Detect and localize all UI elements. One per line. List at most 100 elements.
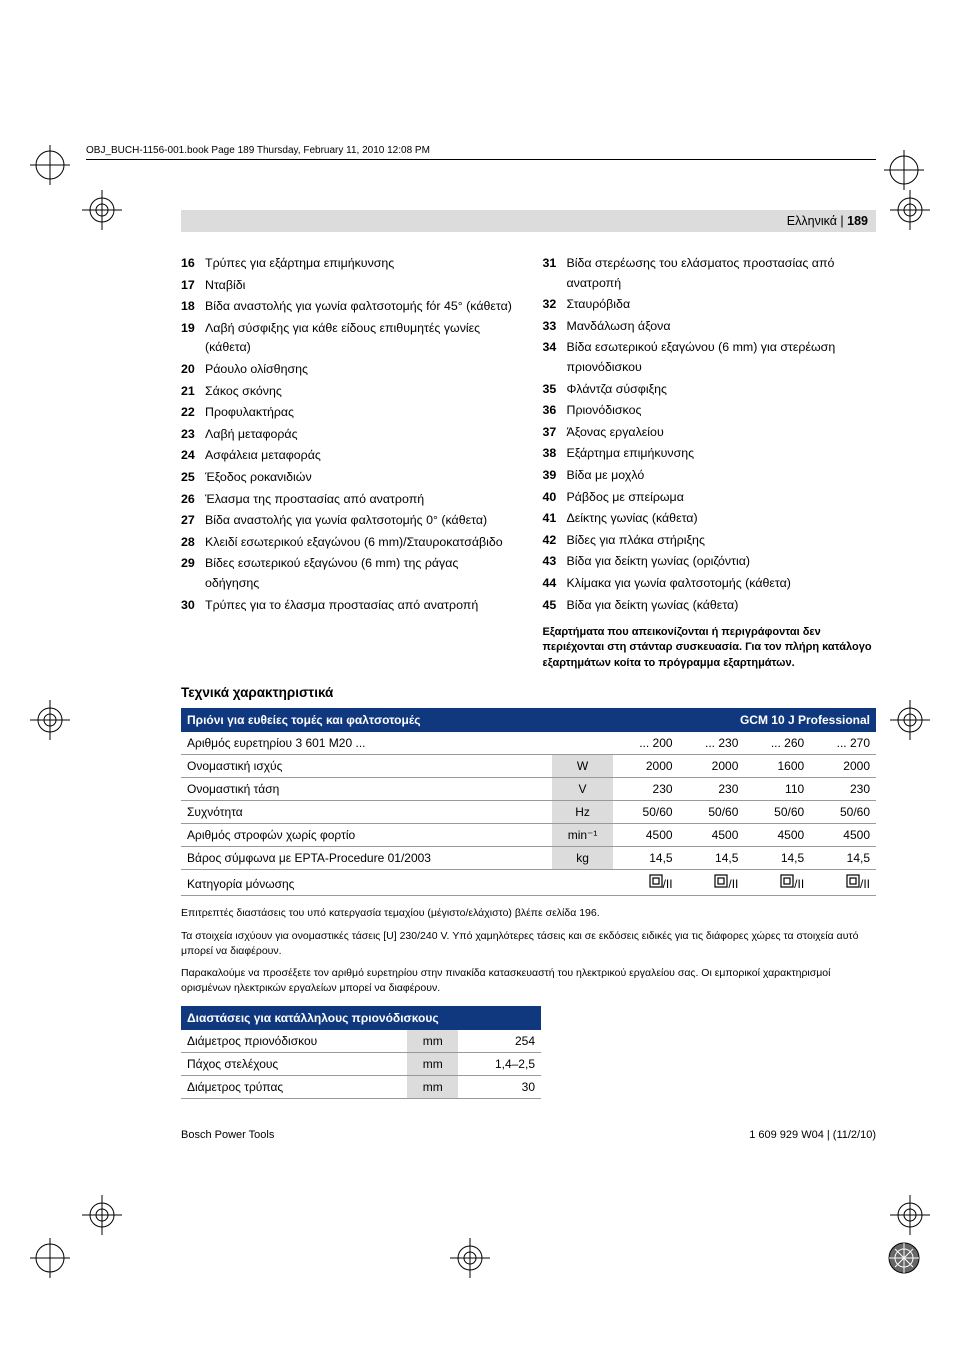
item-number: 20 (181, 360, 205, 380)
parts-list-item: 22Προφυλακτήρας (181, 403, 515, 423)
label-cell: Αριθμός στροφών χωρίς φορτίο (181, 824, 552, 847)
footnote-2: Τα στοιχεία ισχύουν για ονομαστικές τάσε… (181, 929, 876, 958)
unit-cell: W (552, 755, 612, 778)
crop-mark-icon (30, 700, 70, 740)
item-text: Ράουλο ολίσθησης (205, 360, 515, 380)
item-number: 26 (181, 490, 205, 510)
item-number: 37 (543, 423, 567, 443)
crop-mark-icon (30, 1238, 70, 1278)
item-text: Λαβή σύσφιξης για κάθε είδους επιθυμητές… (205, 319, 515, 358)
value-cell: 4500 (613, 824, 679, 847)
unit-cell: kg (552, 847, 612, 870)
unit-cell: Hz (552, 801, 612, 824)
table2-header: Διαστάσεις για κατάλληλους πριονόδισκους (181, 1006, 541, 1030)
item-text: Τρύπες για εξάρτημα επιμήκυνσης (205, 254, 515, 274)
item-number: 35 (543, 380, 567, 400)
value-cell: /II (613, 870, 679, 896)
value-cell: /II (679, 870, 745, 896)
item-text: Σταυρόβιδα (567, 295, 877, 315)
unit-cell: mm (407, 1075, 458, 1098)
value-cell: 50/60 (613, 801, 679, 824)
item-text: Βίδα με μοχλό (567, 466, 877, 486)
value-cell: 14,5 (679, 847, 745, 870)
item-text: Άξονας εργαλείου (567, 423, 877, 443)
parts-list-right: 31Βίδα στερέωσης του ελάσματος προστασία… (543, 254, 877, 671)
item-text: Νταβίδι (205, 276, 515, 296)
parts-list-item: 43Βίδα για δείκτη γωνίας (οριζόντια) (543, 552, 877, 572)
parts-list-item: 21Σάκος σκόνης (181, 382, 515, 402)
accessories-note: Εξαρτήματα που απεικονίζονται ή περιγράφ… (543, 625, 877, 671)
item-text: Μανδάλωση άξονα (567, 317, 877, 337)
item-number: 28 (181, 533, 205, 553)
item-text: Βίδα αναστολής για γωνία φαλτσοτομής 0° … (205, 511, 515, 531)
value-cell: 254 (458, 1030, 541, 1053)
parts-list-item: 17Νταβίδι (181, 276, 515, 296)
item-text: Βίδα εσωτερικού εξαγώνου (6 mm) για στερ… (567, 338, 877, 377)
item-number: 42 (543, 531, 567, 551)
item-text: Κλειδί εσωτερικού εξαγώνου (6 mm)/Σταυρο… (205, 533, 515, 553)
item-text: Ράβδος με σπείρωμα (567, 488, 877, 508)
item-text: Βίδα στερέωσης του ελάσματος προστασίας … (567, 254, 877, 293)
item-text: Κλίμακα για γωνία φαλτσοτομής (κάθετα) (567, 574, 877, 594)
value-cell: 30 (458, 1075, 541, 1098)
item-text: Εξάρτημα επιμήκυνσης (567, 444, 877, 464)
parts-list-item: 44Κλίμακα για γωνία φαλτσοτομής (κάθετα) (543, 574, 877, 594)
table1-header-right: GCM 10 J Professional (613, 708, 876, 732)
value-cell: ... 200 (613, 732, 679, 755)
value-cell: 4500 (744, 824, 810, 847)
parts-list-item: 20Ράουλο ολίσθησης (181, 360, 515, 380)
value-cell: 230 (810, 778, 876, 801)
item-number: 45 (543, 596, 567, 616)
parts-list-item: 36Πριονόδισκος (543, 401, 877, 421)
table-row: Διάμετρος πριονόδισκουmm254 (181, 1030, 541, 1053)
parts-list-item: 33Μανδάλωση άξονα (543, 317, 877, 337)
item-number: 33 (543, 317, 567, 337)
parts-list-item: 25Έξοδος ροκανιδιών (181, 468, 515, 488)
value-cell: 110 (744, 778, 810, 801)
parts-list-item: 45Βίδα για δείκτη γωνίας (κάθετα) (543, 596, 877, 616)
value-cell: 230 (613, 778, 679, 801)
item-number: 22 (181, 403, 205, 423)
value-cell: 2000 (679, 755, 745, 778)
item-number: 34 (543, 338, 567, 377)
item-number: 40 (543, 488, 567, 508)
item-text: Τρύπες για το έλασμα προστασίας από ανατ… (205, 596, 515, 616)
label-cell: Κατηγορία μόνωσης (181, 870, 552, 896)
crop-mark-icon (884, 150, 924, 190)
unit-cell: min⁻¹ (552, 824, 612, 847)
parts-list-item: 38Εξάρτημα επιμήκυνσης (543, 444, 877, 464)
parts-list-item: 30Τρύπες για το έλασμα προστασίας από αν… (181, 596, 515, 616)
table-row: Κατηγορία μόνωσης/II/II/II/II (181, 870, 876, 896)
footer-brand: Bosch Power Tools (181, 1129, 274, 1141)
item-number: 19 (181, 319, 205, 358)
table-row: Αριθμός ευρετηρίου 3 601 M20 ...... 200.… (181, 732, 876, 755)
header-rule (86, 159, 876, 160)
item-number: 39 (543, 466, 567, 486)
value-cell: 1600 (744, 755, 810, 778)
label-cell: Ονομαστική ισχύς (181, 755, 552, 778)
item-number: 30 (181, 596, 205, 616)
crop-mark-icon (30, 145, 70, 185)
page-header-bar: Ελληνικά | 189 (181, 210, 876, 232)
item-text: Σάκος σκόνης (205, 382, 515, 402)
table-row: Αριθμός στροφών χωρίς φορτίοmin⁻¹4500450… (181, 824, 876, 847)
parts-list-item: 29Βίδες εσωτερικού εξαγώνου (6 mm) της ρ… (181, 554, 515, 593)
value-cell: 50/60 (679, 801, 745, 824)
label-cell: Συχνότητα (181, 801, 552, 824)
doc-header-meta: OBJ_BUCH-1156-001.book Page 189 Thursday… (86, 145, 876, 159)
item-number: 21 (181, 382, 205, 402)
item-text: Φλάντζα σύσφιξης (567, 380, 877, 400)
item-number: 27 (181, 511, 205, 531)
crop-mark-icon (890, 190, 930, 230)
item-text: Βίδες εσωτερικού εξαγώνου (6 mm) της ράγ… (205, 554, 515, 593)
item-number: 17 (181, 276, 205, 296)
value-cell: 4500 (679, 824, 745, 847)
item-text: Έξοδος ροκανιδιών (205, 468, 515, 488)
item-number: 23 (181, 425, 205, 445)
table-row: ΣυχνότηταHz50/6050/6050/6050/60 (181, 801, 876, 824)
label-cell: Βάρος σύμφωνα με EPTA-Procedure 01/2003 (181, 847, 552, 870)
item-number: 41 (543, 509, 567, 529)
table-row: Πάχος στελέχουςmm1,4–2,5 (181, 1052, 541, 1075)
label-cell: Πάχος στελέχους (181, 1052, 407, 1075)
item-text: Προφυλακτήρας (205, 403, 515, 423)
